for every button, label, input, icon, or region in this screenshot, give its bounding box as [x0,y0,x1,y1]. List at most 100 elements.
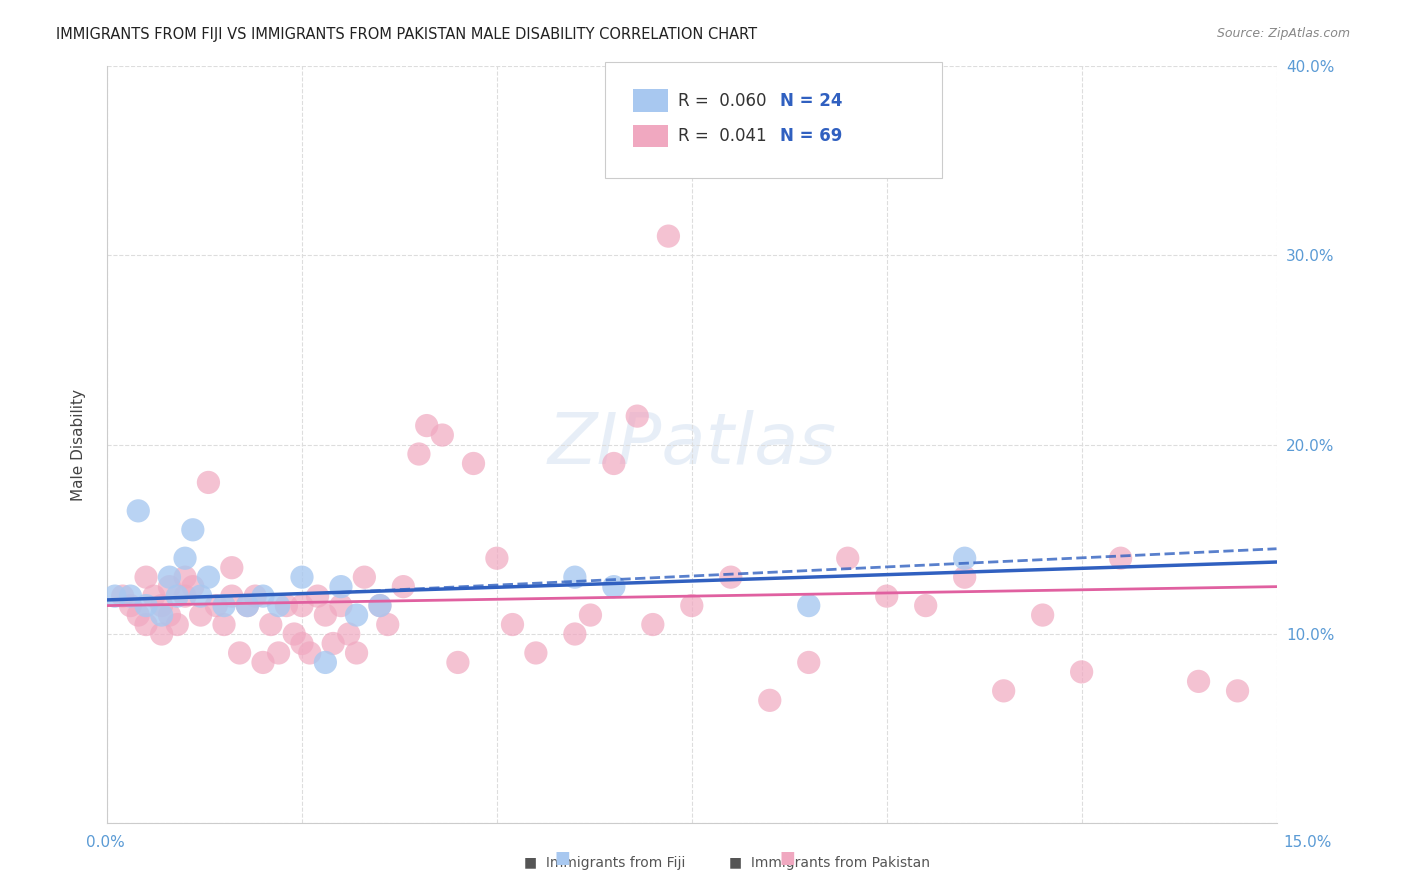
Point [337,627,360,641]
Point [377,617,399,632]
Text: 0.0%: 0.0% [86,836,125,850]
Point [245,589,267,603]
Point [135,617,157,632]
Point [212,599,235,613]
Point [314,656,336,670]
Point [197,570,219,584]
Point [346,608,368,623]
Point [797,656,820,670]
Point [564,570,586,584]
Point [236,599,259,613]
Point [135,599,157,613]
Point [330,599,353,613]
Text: N = 69: N = 69 [780,128,842,145]
Point [603,580,626,594]
Point [353,570,375,584]
Point [314,608,336,623]
Text: ■  Immigrants from Pakistan: ■ Immigrants from Pakistan [730,855,929,870]
Point [283,627,305,641]
Point [1109,551,1132,566]
Point [1226,683,1249,698]
Point [197,475,219,490]
Point [260,617,283,632]
Text: ■: ■ [554,849,571,867]
Point [166,617,188,632]
Point [953,570,976,584]
Point [181,523,204,537]
Point [346,646,368,660]
Point [267,646,290,660]
Point [681,599,703,613]
Point [150,608,173,623]
Point [291,636,314,650]
Point [252,589,274,603]
Point [205,599,228,613]
Point [579,608,602,623]
Point [150,599,173,613]
Point [876,589,898,603]
Point [221,560,243,574]
Text: Source: ZipAtlas.com: Source: ZipAtlas.com [1216,27,1350,40]
Point [408,447,430,461]
Point [174,551,197,566]
Point [1032,608,1054,623]
Point [392,580,415,594]
Point [502,617,524,632]
Point [914,599,936,613]
Point [657,229,679,244]
Point [447,656,470,670]
Point [228,646,250,660]
Point [142,589,165,603]
Point [564,627,586,641]
Point [276,599,298,613]
Text: ZIPatlas: ZIPatlas [547,410,837,479]
Point [432,428,454,442]
Point [603,457,626,471]
Text: ■: ■ [779,849,796,867]
Point [368,599,391,613]
Point [307,589,329,603]
Point [267,599,290,613]
Point [524,646,547,660]
Point [135,570,157,584]
Point [120,589,142,603]
Point [174,589,197,603]
Point [626,409,648,424]
Point [720,570,742,584]
Point [641,617,664,632]
Point [797,599,820,613]
Text: ■  Immigrants from Fiji: ■ Immigrants from Fiji [524,855,685,870]
Point [1070,665,1092,679]
Point [159,570,181,584]
Point [127,504,149,518]
Point [111,589,134,603]
Point [221,589,243,603]
Point [330,580,353,594]
Point [104,589,127,603]
Point [174,570,197,584]
Point [993,683,1015,698]
Point [159,580,181,594]
Point [1187,674,1209,689]
Text: IMMIGRANTS FROM FIJI VS IMMIGRANTS FROM PAKISTAN MALE DISABILITY CORRELATION CHA: IMMIGRANTS FROM FIJI VS IMMIGRANTS FROM … [56,27,758,42]
Text: 15.0%: 15.0% [1284,836,1331,850]
Point [463,457,485,471]
Point [291,570,314,584]
Point [120,599,142,613]
Point [953,551,976,566]
Text: N = 24: N = 24 [780,92,842,110]
Text: R =  0.060: R = 0.060 [678,92,766,110]
Point [322,636,344,650]
Point [190,608,212,623]
Point [166,589,188,603]
Point [159,608,181,623]
Text: R =  0.041: R = 0.041 [678,128,766,145]
Point [485,551,508,566]
Point [758,693,780,707]
Point [181,580,204,594]
Point [368,599,391,613]
Point [212,617,235,632]
Point [298,646,321,660]
Point [416,418,439,433]
Y-axis label: Male Disability: Male Disability [72,389,86,500]
